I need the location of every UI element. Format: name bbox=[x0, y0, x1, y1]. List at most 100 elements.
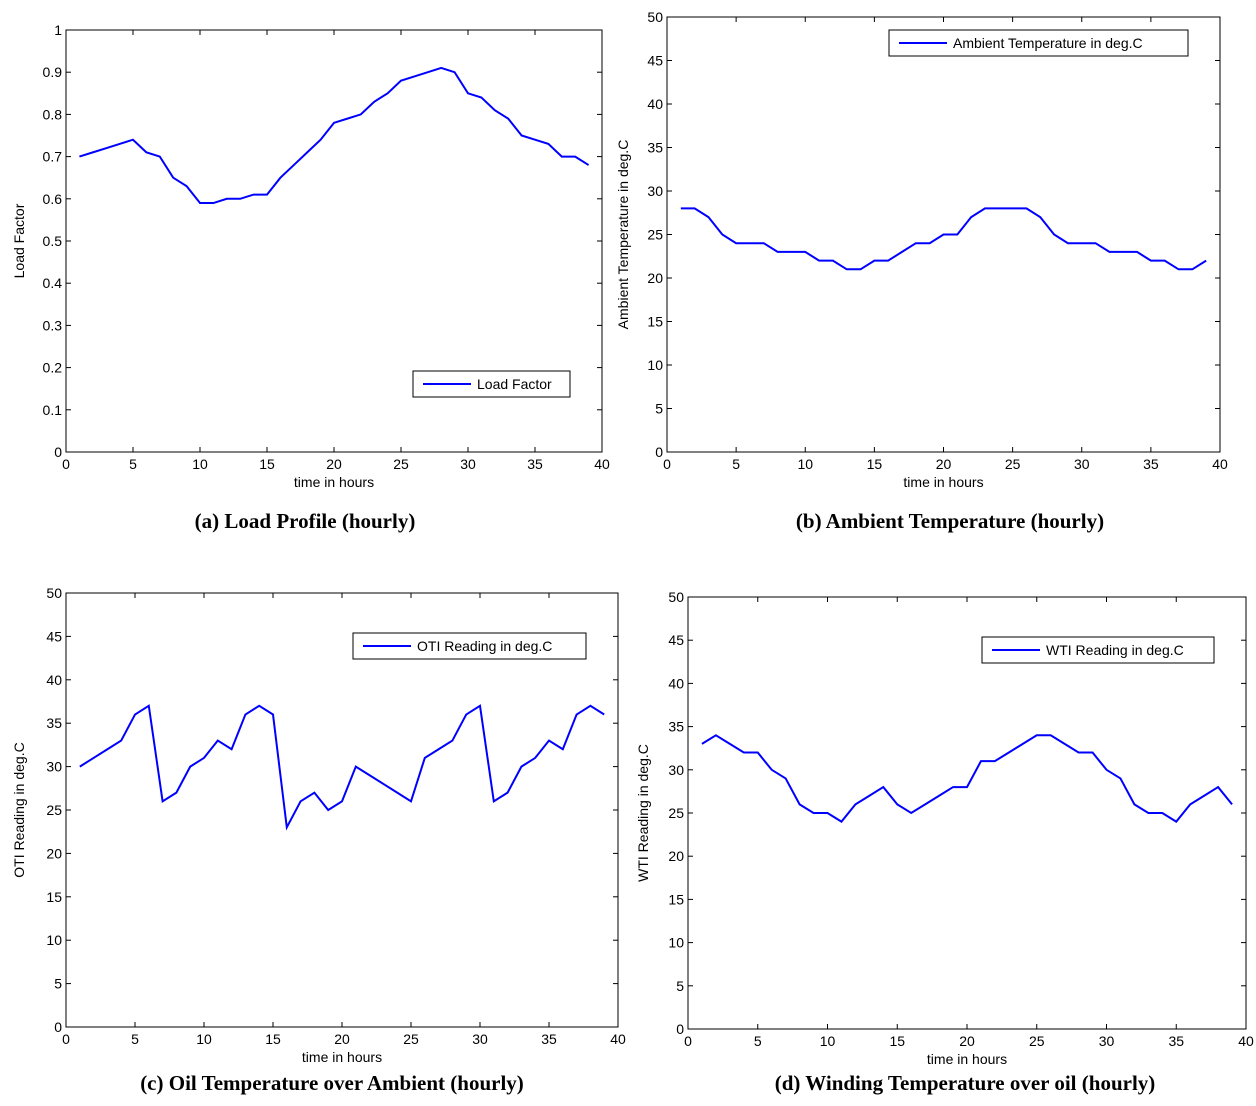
x-tick-label: 35 bbox=[541, 1031, 557, 1047]
x-tick-label: 15 bbox=[867, 456, 883, 472]
x-tick-label: 10 bbox=[192, 456, 208, 472]
caption: (c) Oil Temperature over Ambient (hourly… bbox=[140, 1071, 524, 1095]
y-tick-label: 0 bbox=[655, 444, 663, 460]
x-tick-label: 0 bbox=[663, 456, 671, 472]
x-axis-label: time in hours bbox=[927, 1051, 1007, 1067]
y-tick-label: 0 bbox=[54, 1019, 62, 1035]
x-tick-label: 0 bbox=[62, 1031, 70, 1047]
x-tick-label: 30 bbox=[1099, 1033, 1115, 1049]
y-tick-label: 30 bbox=[668, 762, 684, 778]
y-tick-label: 45 bbox=[647, 53, 663, 69]
y-tick-label: 50 bbox=[668, 589, 684, 605]
x-tick-label: 10 bbox=[196, 1031, 212, 1047]
data-line bbox=[680, 207, 1207, 271]
x-tick-label: 25 bbox=[1029, 1033, 1045, 1049]
x-tick-label: 40 bbox=[1212, 456, 1228, 472]
data-line bbox=[701, 734, 1233, 823]
legend-label: OTI Reading in deg.C bbox=[417, 638, 552, 654]
x-tick-label: 5 bbox=[754, 1033, 762, 1049]
y-tick-label: 20 bbox=[668, 848, 684, 864]
y-tick-label: 10 bbox=[46, 932, 62, 948]
y-tick-label: 0.4 bbox=[43, 275, 63, 291]
data-line bbox=[79, 66, 590, 205]
y-tick-label: 40 bbox=[668, 675, 684, 691]
x-tick-label: 0 bbox=[684, 1033, 692, 1049]
y-tick-label: 35 bbox=[647, 140, 663, 156]
y-axis-label: Ambient Temperature in deg.C bbox=[615, 140, 631, 330]
y-tick-label: 15 bbox=[46, 889, 62, 905]
x-tick-label: 30 bbox=[1074, 456, 1090, 472]
y-tick-label: 5 bbox=[655, 401, 663, 417]
x-tick-label: 30 bbox=[472, 1031, 488, 1047]
y-tick-label: 20 bbox=[46, 845, 62, 861]
y-tick-label: 5 bbox=[676, 978, 684, 994]
y-tick-label: 0 bbox=[54, 444, 62, 460]
y-axis-label: WTI Reading in deg.C bbox=[635, 744, 651, 882]
x-axis-label: time in hours bbox=[302, 1049, 382, 1065]
y-tick-label: 0.7 bbox=[43, 149, 63, 165]
y-tick-label: 40 bbox=[46, 672, 62, 688]
y-tick-label: 0.9 bbox=[43, 64, 63, 80]
x-tick-label: 15 bbox=[259, 456, 275, 472]
x-tick-label: 35 bbox=[1143, 456, 1159, 472]
y-tick-label: 10 bbox=[668, 935, 684, 951]
x-tick-label: 20 bbox=[936, 456, 952, 472]
x-tick-label: 40 bbox=[1238, 1033, 1254, 1049]
x-tick-label: 5 bbox=[732, 456, 740, 472]
y-tick-label: 50 bbox=[46, 585, 62, 601]
caption: (d) Winding Temperature over oil (hourly… bbox=[775, 1071, 1156, 1095]
y-tick-label: 40 bbox=[647, 96, 663, 112]
caption: (a) Load Profile (hourly) bbox=[195, 509, 416, 533]
x-tick-label: 30 bbox=[460, 456, 476, 472]
x-tick-label: 35 bbox=[1168, 1033, 1184, 1049]
x-tick-label: 10 bbox=[797, 456, 813, 472]
y-axis-label: OTI Reading in deg.C bbox=[11, 742, 27, 877]
y-tick-label: 5 bbox=[54, 976, 62, 992]
y-tick-label: 0.3 bbox=[43, 317, 63, 333]
x-tick-label: 20 bbox=[334, 1031, 350, 1047]
x-axis-label: time in hours bbox=[903, 474, 983, 490]
y-tick-label: 0.5 bbox=[43, 233, 63, 249]
y-tick-label: 45 bbox=[46, 628, 62, 644]
y-tick-label: 0.1 bbox=[43, 402, 63, 418]
x-tick-label: 0 bbox=[62, 456, 70, 472]
y-tick-label: 35 bbox=[668, 719, 684, 735]
plot-area bbox=[65, 592, 619, 1028]
x-axis-label: time in hours bbox=[294, 474, 374, 490]
x-tick-label: 20 bbox=[959, 1033, 975, 1049]
y-tick-label: 50 bbox=[647, 9, 663, 25]
y-tick-label: 0.8 bbox=[43, 106, 63, 122]
x-tick-label: 10 bbox=[820, 1033, 836, 1049]
y-tick-label: 30 bbox=[46, 759, 62, 775]
x-tick-label: 25 bbox=[393, 456, 409, 472]
y-tick-label: 0.2 bbox=[43, 360, 63, 376]
y-tick-label: 25 bbox=[668, 805, 684, 821]
x-tick-label: 5 bbox=[131, 1031, 139, 1047]
y-tick-label: 15 bbox=[647, 314, 663, 330]
y-tick-label: 0 bbox=[676, 1021, 684, 1037]
x-tick-label: 15 bbox=[265, 1031, 281, 1047]
y-axis-label: Load Factor bbox=[11, 203, 27, 278]
y-tick-label: 35 bbox=[46, 715, 62, 731]
x-tick-label: 20 bbox=[326, 456, 342, 472]
y-tick-label: 20 bbox=[647, 270, 663, 286]
x-tick-label: 25 bbox=[403, 1031, 419, 1047]
x-tick-label: 5 bbox=[129, 456, 137, 472]
y-tick-label: 25 bbox=[46, 802, 62, 818]
y-tick-label: 25 bbox=[647, 227, 663, 243]
y-tick-label: 45 bbox=[668, 632, 684, 648]
legend-label: Load Factor bbox=[477, 376, 552, 392]
y-tick-label: 10 bbox=[647, 357, 663, 373]
y-tick-label: 0.6 bbox=[43, 191, 63, 207]
y-tick-label: 15 bbox=[668, 891, 684, 907]
x-tick-label: 25 bbox=[1005, 456, 1021, 472]
legend-label: WTI Reading in deg.C bbox=[1046, 642, 1184, 658]
x-tick-label: 35 bbox=[527, 456, 543, 472]
y-tick-label: 30 bbox=[647, 183, 663, 199]
legend-label: Ambient Temperature in deg.C bbox=[953, 35, 1143, 51]
x-tick-label: 40 bbox=[594, 456, 610, 472]
caption: (b) Ambient Temperature (hourly) bbox=[796, 509, 1104, 533]
x-tick-label: 15 bbox=[889, 1033, 905, 1049]
x-tick-label: 40 bbox=[610, 1031, 626, 1047]
